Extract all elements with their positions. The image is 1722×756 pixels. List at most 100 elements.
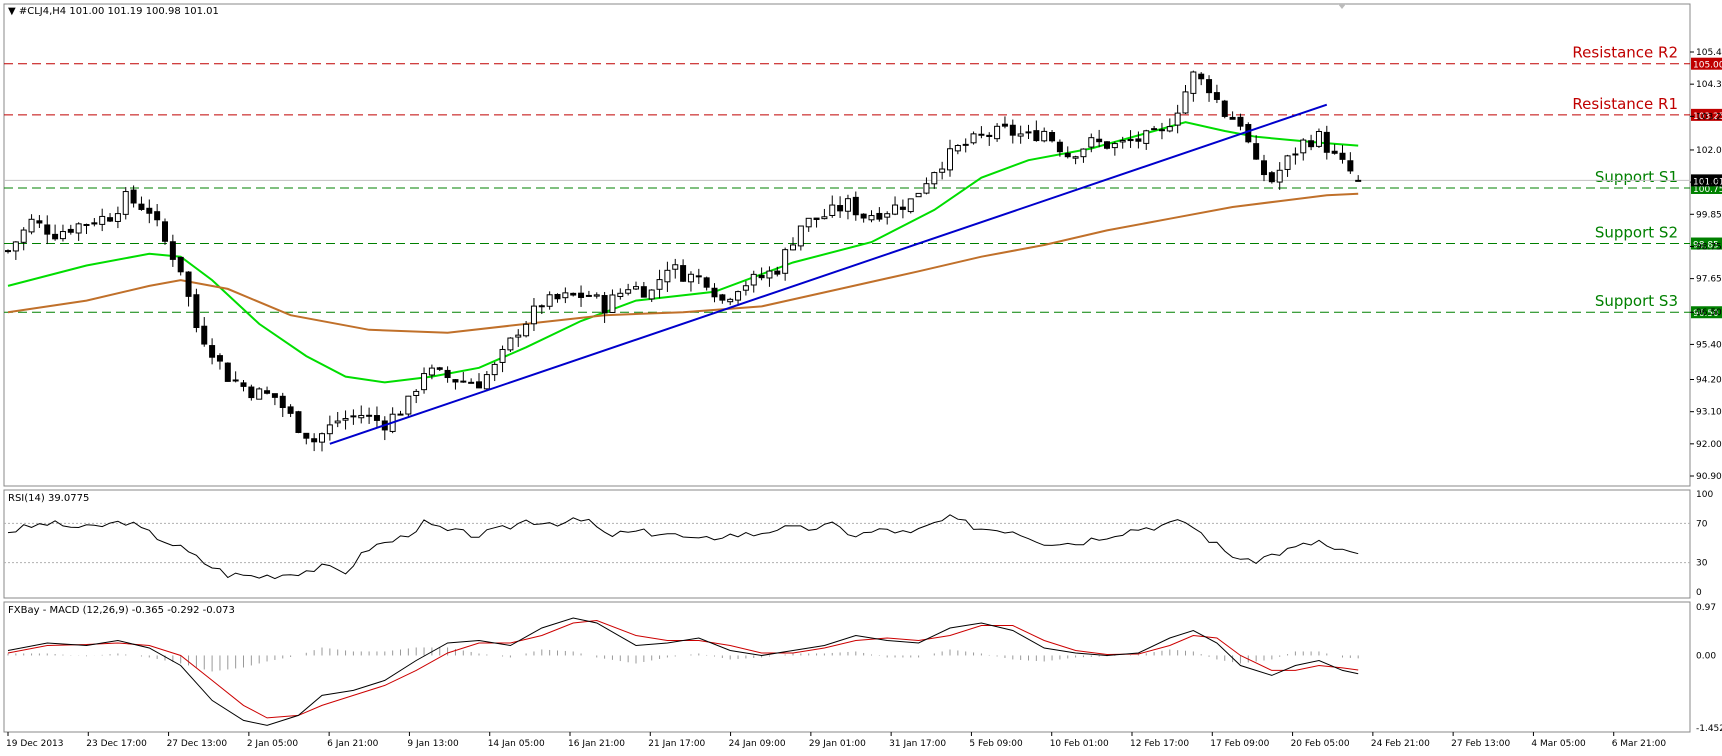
price-tick-label: 105.40 bbox=[1696, 48, 1722, 58]
candle-body bbox=[1096, 138, 1103, 143]
candle-body bbox=[805, 217, 812, 228]
time-tick-label: 6 Mar 21:00 bbox=[1612, 739, 1667, 749]
candle-body bbox=[1033, 130, 1040, 142]
time-tick-label: 4 Mar 05:00 bbox=[1531, 739, 1586, 749]
candle-body bbox=[169, 241, 176, 260]
level-price-tag bbox=[1691, 306, 1722, 319]
candle-body bbox=[813, 217, 820, 221]
candle-body bbox=[703, 277, 710, 288]
macd-tick-label: 0.00 bbox=[1696, 651, 1716, 661]
time-tick-label: 29 Jan 01:00 bbox=[809, 739, 866, 749]
candle-body bbox=[1158, 129, 1165, 132]
candle-body bbox=[1213, 92, 1220, 100]
candle-body bbox=[358, 414, 365, 419]
scroll-marker-icon bbox=[1338, 4, 1346, 9]
candle-body bbox=[476, 381, 482, 389]
candle-body bbox=[303, 432, 310, 439]
time-tick-label: 12 Feb 17:00 bbox=[1130, 739, 1189, 749]
candle-body bbox=[1041, 130, 1048, 142]
candle-body bbox=[1009, 124, 1016, 136]
macd-tick-label: 0.97 bbox=[1696, 603, 1716, 613]
price-tick-label: 103.20 bbox=[1696, 112, 1722, 122]
rsi-layer: 100 70 30 0 bbox=[4, 490, 1713, 598]
candle-body bbox=[468, 381, 475, 384]
candle-body bbox=[59, 231, 66, 240]
candle-body bbox=[36, 220, 43, 224]
candle-body bbox=[1355, 179, 1362, 182]
candle-body bbox=[1206, 79, 1213, 94]
candle-body bbox=[44, 224, 51, 235]
candle-body bbox=[1237, 116, 1244, 127]
level-price-text: 98.85 bbox=[1693, 241, 1719, 251]
candle-body bbox=[923, 183, 930, 194]
rsi-tick-label: 0 bbox=[1696, 588, 1702, 598]
candle-body bbox=[625, 289, 632, 294]
candle-body bbox=[154, 211, 161, 221]
candle-body bbox=[648, 289, 655, 300]
candle-body bbox=[735, 291, 742, 301]
candle-body bbox=[1284, 155, 1291, 170]
trendline-layer bbox=[329, 103, 1328, 445]
candle-body bbox=[224, 362, 231, 382]
time-tick-label: 31 Jan 17:00 bbox=[889, 739, 946, 749]
candle-body bbox=[884, 213, 891, 218]
candle-body bbox=[491, 363, 498, 376]
candle-body bbox=[1025, 131, 1032, 134]
candle-body bbox=[216, 355, 223, 362]
level-label: Support S3 bbox=[1595, 292, 1678, 310]
candle-body bbox=[271, 393, 278, 398]
candle-body bbox=[570, 292, 577, 296]
candle-body bbox=[295, 411, 302, 433]
level-label: Resistance R2 bbox=[1572, 44, 1678, 62]
candle-body bbox=[523, 323, 530, 337]
candle-body bbox=[507, 337, 514, 351]
candle-body bbox=[350, 415, 357, 418]
candle-body bbox=[994, 125, 1001, 140]
candle-body bbox=[99, 215, 106, 225]
candle-body bbox=[114, 213, 121, 222]
macd-panel-frame bbox=[3, 601, 1691, 733]
trendline bbox=[329, 103, 1328, 445]
candle-body bbox=[672, 264, 679, 270]
current-price-text: 101.01 bbox=[1693, 177, 1722, 187]
candle-body bbox=[444, 369, 451, 379]
price-tick-label: 96.50 bbox=[1696, 308, 1722, 318]
candle-body bbox=[1292, 153, 1299, 156]
current-price-tag bbox=[1691, 174, 1722, 187]
candle-body bbox=[1151, 128, 1158, 131]
candle-body bbox=[962, 143, 969, 146]
candle-body bbox=[538, 305, 545, 308]
candle-body bbox=[1166, 126, 1173, 132]
candle-body bbox=[319, 433, 325, 443]
candle-body bbox=[405, 395, 412, 415]
price-tick-label: 92.00 bbox=[1696, 440, 1722, 450]
price-tick-label: 95.40 bbox=[1696, 340, 1722, 350]
time-tick-label: 24 Feb 21:00 bbox=[1371, 739, 1430, 749]
candle-body bbox=[868, 215, 875, 221]
candle-body bbox=[12, 241, 19, 252]
candle-body bbox=[1017, 133, 1024, 137]
candle-body bbox=[1056, 141, 1063, 153]
candle-body bbox=[680, 265, 687, 282]
candle-body bbox=[515, 334, 522, 338]
candle-body bbox=[483, 374, 490, 390]
candle-body bbox=[774, 270, 781, 275]
rsi-tick-label: 30 bbox=[1696, 559, 1708, 569]
candle-body bbox=[130, 189, 137, 204]
candle-body bbox=[1143, 130, 1150, 144]
candle-body bbox=[1064, 152, 1071, 158]
candle-body bbox=[1308, 140, 1315, 148]
candle-body bbox=[986, 134, 993, 137]
time-tick-label: 10 Feb 01:00 bbox=[1050, 739, 1109, 749]
candle-body bbox=[978, 133, 985, 136]
candle-body bbox=[366, 414, 373, 417]
candle-body bbox=[1135, 138, 1142, 142]
candle-body bbox=[790, 244, 796, 251]
level-price-tag bbox=[1691, 57, 1722, 70]
current-price-line: 101.01 bbox=[4, 174, 1722, 187]
rsi-tick-label: 100 bbox=[1696, 490, 1713, 500]
candle-body bbox=[1245, 124, 1252, 143]
level-label: Resistance R1 bbox=[1572, 95, 1678, 113]
candle-body bbox=[546, 294, 553, 307]
